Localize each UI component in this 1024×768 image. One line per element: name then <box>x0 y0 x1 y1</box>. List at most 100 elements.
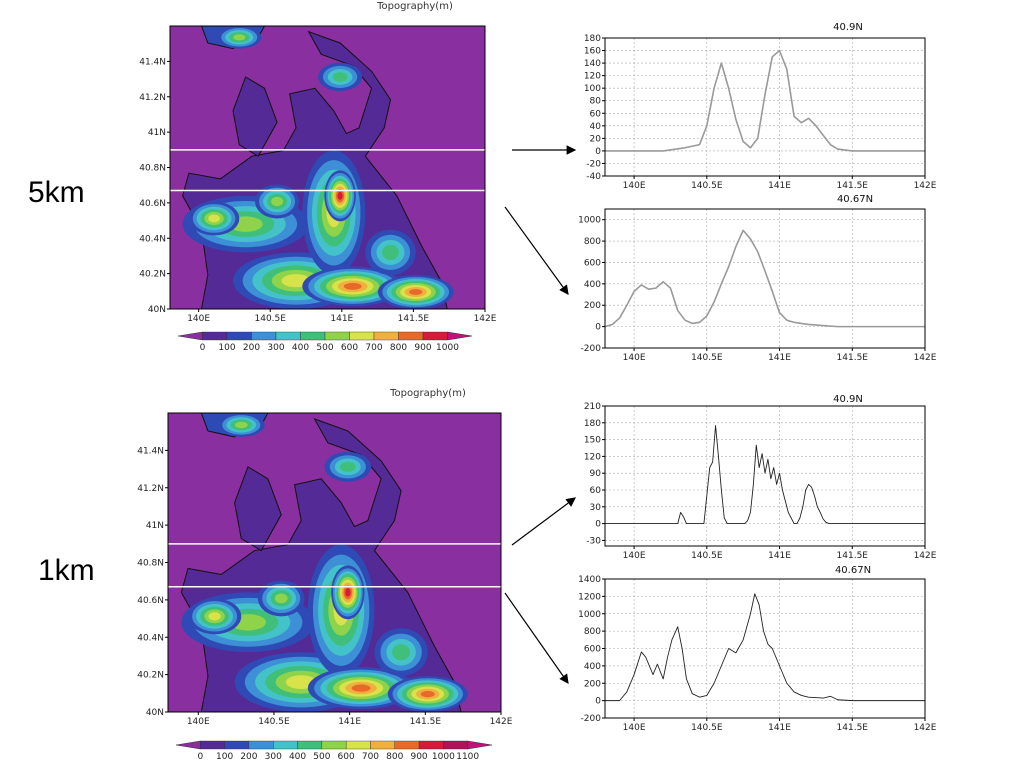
x-tick-label: 140.5E <box>691 723 723 733</box>
colorbar-segment <box>398 331 424 341</box>
y-tick-label: 120 <box>584 72 601 82</box>
colorbar-segment <box>251 331 277 341</box>
x-tick-label: 141.5E <box>837 181 869 191</box>
y-tick-label: -200 <box>581 714 602 724</box>
colorbar-tick-label: 200 <box>243 343 260 353</box>
colorbar: 0 100 200 300 400 500 600 700 800 900 1000 1100 <box>175 740 493 762</box>
terrain-contour <box>208 612 221 621</box>
colorbar: 0 100 200 300 400 500 600 700 800 900 1000 <box>177 331 473 353</box>
y-tick-label: 600 <box>584 258 601 268</box>
lat-tick-label: 40.4N <box>139 234 166 244</box>
y-tick-label: -20 <box>586 159 601 169</box>
x-tick-label: 140E <box>623 353 646 363</box>
map-panel-1km: Topography(m) 40N 40.2N 40.4N 40.6N 40.8N 41N 4… <box>137 388 513 762</box>
y-tick-label: 1400 <box>578 575 601 585</box>
lat-tick-label: 41.4N <box>137 446 164 456</box>
colorbar-segment <box>349 331 375 341</box>
colorbar-arrow-left <box>177 331 203 341</box>
plot-area <box>605 38 925 176</box>
x-tick-label: 142E <box>914 551 937 561</box>
y-tick-label: -200 <box>581 344 602 354</box>
terrain-contour <box>420 690 435 698</box>
colorbar-segment <box>418 740 444 750</box>
x-tick-label: 142E <box>914 723 937 733</box>
lat-tick-label: 40.2N <box>137 671 164 681</box>
colorbar-tick-label: 100 <box>218 343 235 353</box>
colorbar-tick-label: 500 <box>313 752 330 762</box>
colorbar-segment <box>226 331 252 341</box>
profile-chart-1km-3: 40.67N 140E 140.5E 141E 141.5E 142E -200 0 200 40… <box>578 565 937 733</box>
lat-tick-label: 41.4N <box>139 57 166 67</box>
colorbar-segment <box>324 331 350 341</box>
lat-tick-label: 40.4N <box>137 633 164 643</box>
x-tick-label: 140.5E <box>691 353 723 363</box>
terrain-contour <box>208 214 220 223</box>
lon-tick-label: 140E <box>187 717 210 727</box>
plot-frame <box>604 405 926 547</box>
terrain-contour <box>345 588 351 597</box>
colorbar-segment <box>422 331 448 341</box>
profile-title: 40.67N <box>835 565 871 576</box>
terrain-contour <box>340 461 356 472</box>
colorbar-tick-label: 300 <box>265 752 282 762</box>
lat-tick-label: 41.2N <box>137 484 164 494</box>
lat-tick-label: 41.2N <box>139 93 166 103</box>
y-tick-label: 90 <box>590 469 602 479</box>
colorbar-segment <box>200 740 225 750</box>
colorbar-segment <box>370 740 395 750</box>
colorbar-arrow-right <box>467 740 493 750</box>
profile-title: 40.9N <box>833 394 863 405</box>
lat-tick-label: 40N <box>148 305 166 315</box>
y-tick-label: 800 <box>584 627 601 637</box>
y-tick-label: 0 <box>595 147 601 157</box>
lon-tick-label: 140.5E <box>258 717 290 727</box>
colorbar-segment <box>275 331 301 341</box>
colorbar-arrow-left <box>175 740 201 750</box>
y-tick-label: 180 <box>584 419 601 429</box>
y-tick-label: 1000 <box>578 610 601 620</box>
colorbar-segment <box>248 740 274 750</box>
y-tick-label: 600 <box>584 645 601 655</box>
plot-frame <box>604 37 926 177</box>
lat-tick-label: 40.8N <box>137 559 164 569</box>
colorbar-tick-label: 600 <box>338 752 355 762</box>
colorbar-segment <box>443 740 468 750</box>
y-tick-label: 160 <box>584 47 601 57</box>
colorbar-segment <box>202 331 228 341</box>
terrain-contour <box>234 421 248 429</box>
colorbar-segment <box>345 740 371 750</box>
lon-tick-label: 141.5E <box>398 314 430 324</box>
colorbar-tick-label: 100 <box>216 752 233 762</box>
map-panel-5km: Topography(m) 40N 40.2N 40.4N 40.6N 40.8N 41N 4… <box>139 1 497 353</box>
colorbar-tick-label: 400 <box>292 343 309 353</box>
lat-tick-label: 40.6N <box>137 596 164 606</box>
land-area-peninsula <box>232 76 278 157</box>
arrow-connector <box>504 592 569 684</box>
lat-tick-label: 40.2N <box>139 270 166 280</box>
lat-tick-label: 40N <box>146 708 164 718</box>
y-tick-label: 120 <box>584 452 601 462</box>
y-tick-label: 60 <box>590 486 602 496</box>
colorbar-segment <box>300 331 326 341</box>
colorbar-segment <box>394 740 420 750</box>
colorbar-tick-label: 300 <box>267 343 284 353</box>
lon-tick-label: 140E <box>187 314 210 324</box>
terrain-contour <box>409 289 423 296</box>
colorbar-tick-label: 200 <box>240 752 257 762</box>
colorbar-tick-label: 500 <box>316 343 333 353</box>
x-tick-label: 141E <box>768 181 791 191</box>
profile-series-line <box>605 49 925 152</box>
colorbar-segment <box>373 331 399 341</box>
y-tick-label: 140 <box>584 59 601 69</box>
lon-tick-label: 140.5E <box>255 314 287 324</box>
plot-frame <box>604 578 926 719</box>
profile-series-line <box>605 593 925 702</box>
y-tick-label: 30 <box>590 503 602 513</box>
colorbar-tick-label: 1000 <box>432 752 455 762</box>
lat-tick-label: 40.6N <box>139 199 166 209</box>
y-tick-label: 400 <box>584 280 601 290</box>
colorbar-tick-label: 1000 <box>436 343 459 353</box>
colorbar-segment <box>321 740 347 750</box>
lon-tick-label: 142E <box>490 717 513 727</box>
